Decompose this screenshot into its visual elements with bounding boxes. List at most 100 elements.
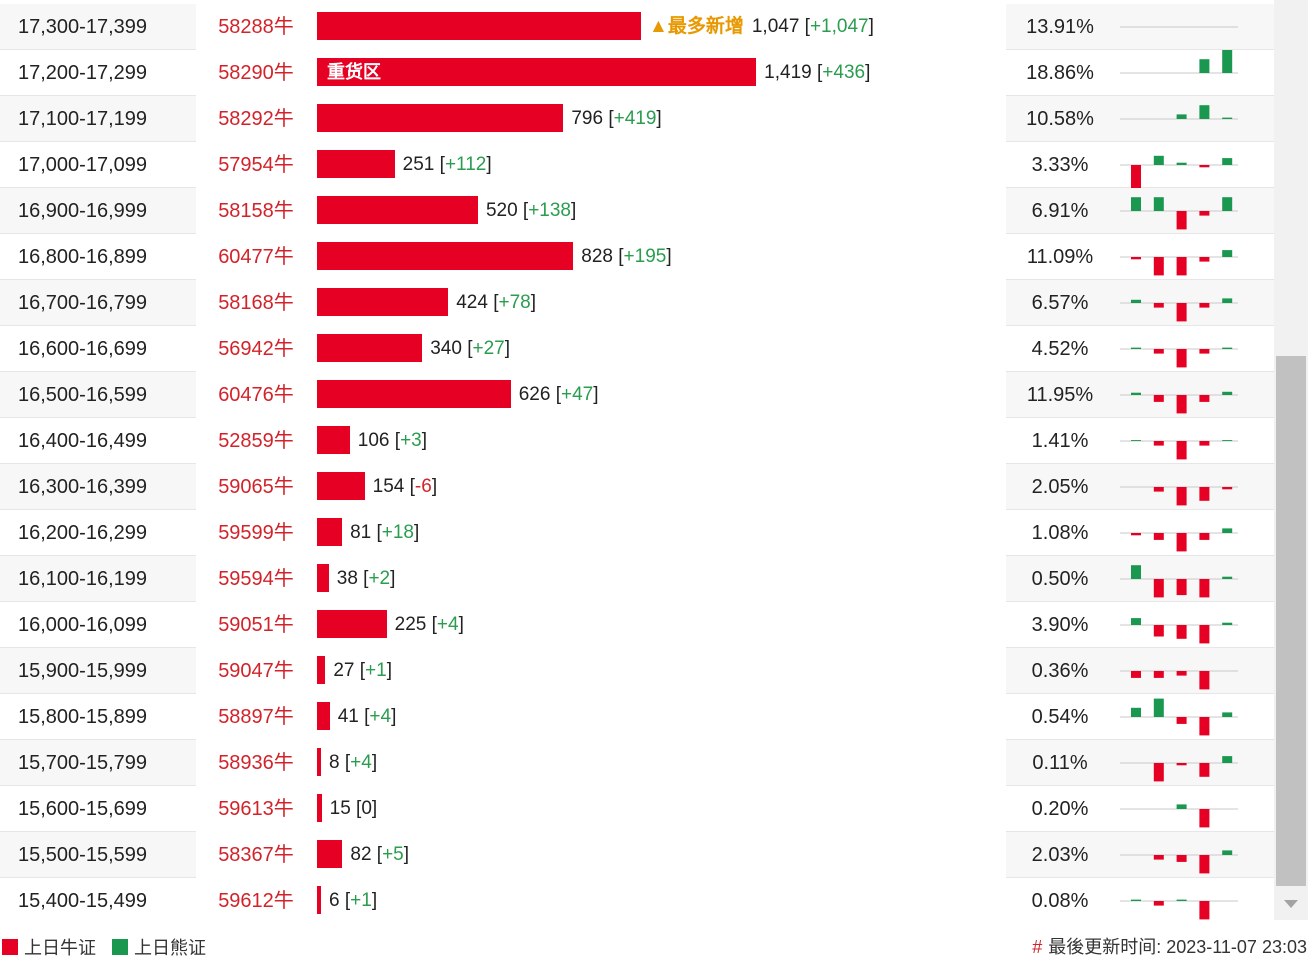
quantity-bar [317,426,350,454]
warrant-code-link[interactable]: 58158牛 [196,188,316,234]
warrant-code-link[interactable]: 59051牛 [196,602,316,648]
quantity-value: 424 [+78] [456,292,536,313]
quantity-value: 828 [+195] [581,246,672,267]
scrollbar-thumb[interactable] [1276,356,1306,886]
share-percent: 6.57% [1031,292,1089,314]
quantity-bar [317,380,511,408]
warrant-code-link[interactable]: 59065牛 [196,464,316,510]
share-percent: 11.09% [1026,246,1094,268]
quantity-change: +4 [436,614,459,635]
quantity-change: +5 [382,844,404,865]
spark-bar-bull [1176,211,1187,230]
quantity-bar [317,840,343,868]
sparkline-chart [1120,670,1238,690]
warrant-code-link[interactable]: 59613牛 [196,786,316,832]
spark-bar-bull [1153,901,1164,906]
quantity-number: 340 [430,338,462,359]
spark-bar-bull [1153,441,1164,446]
table-row[interactable]: 15,500-15,599 58367牛 82 [+5] 2.03% [0,832,1274,878]
warrant-code-link[interactable]: 58897牛 [196,694,316,740]
warrant-code-link[interactable]: 58367牛 [196,832,316,878]
warrant-code-link[interactable]: 59594牛 [196,556,316,602]
warrant-code-link[interactable]: 58168牛 [196,280,316,326]
quantity-number: 38 [336,568,358,589]
spark-bar-bull [1176,763,1187,766]
table-row[interactable]: 15,600-15,699 59613牛 15 [0] 0.20% [0,786,1274,832]
spark-bar-bull [1153,303,1164,308]
warrant-code-link[interactable]: 58292牛 [196,96,316,142]
table-row[interactable]: 17,200-17,299 58290牛 重货区 1,419 [+436] 18.86% [0,50,1274,96]
warrant-code-link[interactable]: 60477牛 [196,234,316,280]
warrant-code-link[interactable]: 59047牛 [196,648,316,694]
bar-cell: 8 [+4] [316,740,1006,786]
price-range: 15,900-15,999 [18,660,148,682]
warrant-code-link[interactable]: 58936牛 [196,740,316,786]
warrant-code-link[interactable]: 60476牛 [196,372,316,418]
warrant-code-link[interactable]: 59612牛 [196,878,316,923]
spark-bar-bear [1199,59,1210,73]
spark-bar-bull [1222,487,1233,490]
spark-bar-bear [1131,392,1141,395]
most-increase-badge: ▲最多新增 [649,16,744,37]
table-row[interactable]: 17,100-17,199 58292牛 796 [+419] 10.58% [0,96,1274,142]
spark-bar-bear [1176,114,1187,119]
table-row[interactable]: 15,400-15,499 59612牛 6 [+1] 0.08% [0,878,1274,923]
spark-bar-bear [1222,756,1233,763]
table-row[interactable]: 16,500-16,599 60476牛 626 [+47] 11.95% [0,372,1274,418]
spark-bar-bull [1199,165,1210,168]
quantity-bar [317,794,322,822]
share-percent: 2.05% [1031,476,1089,498]
quantity-change: +1 [350,890,372,911]
price-range: 16,600-16,699 [18,338,148,360]
table-row[interactable]: 16,400-16,499 52859牛 106 [+3] 1.41% [0,418,1274,464]
share-percent: 1.08% [1031,522,1089,544]
spark-bar-bear [1222,391,1233,395]
quantity-value: 8 [+4] [329,752,378,773]
spark-bar-bull [1199,533,1210,540]
warrant-code-link[interactable]: 52859牛 [196,418,316,464]
warrant-code-link[interactable]: 58290牛 [196,50,316,96]
share-percent: 2.03% [1031,844,1089,866]
quantity-change: -6 [414,476,432,497]
spark-bar-bull [1199,395,1210,402]
warrant-code-link[interactable]: 58288牛 [196,4,316,50]
table-row[interactable]: 16,300-16,399 59065牛 154 [-6] 2.05% [0,464,1274,510]
sparkline-chart [1120,50,1238,74]
bar-cell: 520 [+138] [316,188,1006,234]
price-range: 17,300-17,399 [18,16,148,38]
price-range: 16,200-16,299 [18,522,148,544]
price-range: 16,500-16,599 [18,384,148,406]
warrant-code-link[interactable]: 59599牛 [196,510,316,556]
table-row[interactable]: 16,600-16,699 56942牛 340 [+27] 4.52% [0,326,1274,372]
table-row[interactable]: 16,200-16,299 59599牛 81 [+18] 1.08% [0,510,1274,556]
spark-bar-bull [1153,763,1164,782]
table-row[interactable]: 16,700-16,799 58168牛 424 [+78] 6.57% [0,280,1274,326]
spark-bar-bull [1176,533,1187,552]
table-row[interactable]: 15,800-15,899 58897牛 41 [+4] 0.54% [0,694,1274,740]
table-row[interactable]: 16,000-16,099 59051牛 225 [+4] 3.90% [0,602,1274,648]
sparkline-chart [1120,347,1238,368]
vertical-scrollbar[interactable] [1274,0,1308,920]
quantity-number: 81 [350,522,372,543]
table-row[interactable]: 17,000-17,099 57954牛 251 [+112] 3.33% [0,142,1274,188]
quantity-change: +27 [472,338,505,359]
quantity-value: 41 [+4] [337,706,397,727]
spark-bar-bull [1131,671,1141,678]
spark-bar-bull [1199,855,1210,874]
spark-bar-bear [1131,197,1141,211]
scroll-down-arrow-icon[interactable] [1284,900,1298,908]
spark-bar-bull [1199,487,1210,501]
table-row[interactable]: 17,300-17,399 58288牛 ▲最多新增 1,047 [+1,047] 13… [0,4,1274,50]
table-row[interactable]: 15,900-15,999 59047牛 27 [+1] 0.36% [0,648,1274,694]
table-row[interactable]: 16,900-16,999 58158牛 520 [+138] 6.91% [0,188,1274,234]
table-row[interactable]: 16,100-16,199 59594牛 38 [+2] 0.50% [0,556,1274,602]
quantity-change: +4 [369,706,392,727]
spark-bar-bull [1153,855,1164,860]
price-range: 16,300-16,399 [18,476,148,498]
warrant-code-link[interactable]: 56942牛 [196,326,316,372]
spark-bar-bull [1176,441,1187,460]
table-row[interactable]: 16,800-16,899 60477牛 828 [+195] 11.09% [0,234,1274,280]
quantity-number: 520 [485,200,518,221]
warrant-code-link[interactable]: 57954牛 [196,142,316,188]
table-row[interactable]: 15,700-15,799 58936牛 8 [+4] 0.11% [0,740,1274,786]
